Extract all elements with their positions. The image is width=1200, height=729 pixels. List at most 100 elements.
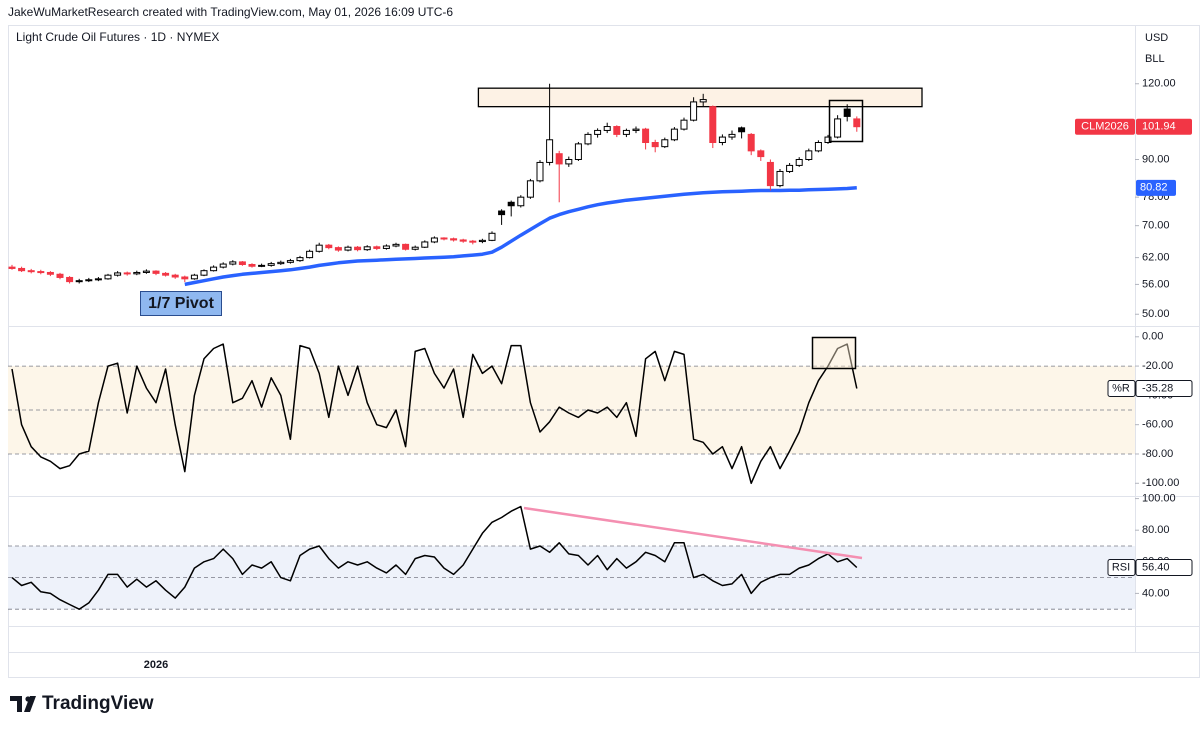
candle-body (478, 239, 486, 243)
candle-body (344, 246, 352, 251)
candle-body (843, 108, 851, 117)
moving-average (184, 186, 857, 287)
candle-body (66, 276, 74, 283)
candle-body (373, 246, 381, 249)
y-tick-label: 0.00 (1142, 331, 1163, 343)
candle-body (709, 106, 717, 144)
candle-body (440, 237, 448, 240)
candle-body (834, 118, 842, 138)
highlight-box (828, 99, 864, 143)
y-tick-label: 62.00 (1142, 252, 1170, 264)
candle-body (133, 271, 141, 275)
candle-body (229, 261, 237, 265)
candle-body (104, 274, 112, 280)
candle-body (786, 164, 794, 172)
candle-body (642, 128, 650, 144)
candle-body (421, 241, 429, 248)
candle-body (286, 260, 294, 263)
last-price-box (1136, 118, 1192, 135)
candle-body (670, 128, 678, 141)
candle-body (37, 271, 45, 274)
candle-body (354, 246, 362, 251)
candle-body (853, 118, 861, 128)
y-tick-label: 50.00 (1142, 308, 1170, 320)
plot: 50.0056.0062.0070.0078.0090.00120.002026… (8, 78, 1193, 671)
candle-body (517, 196, 525, 207)
candle-body (85, 279, 93, 282)
candle-body (306, 250, 314, 259)
candle-body (565, 158, 573, 165)
candle-body (75, 280, 83, 283)
y-tick-label: -20.00 (1142, 360, 1173, 372)
candle-body (325, 244, 333, 249)
last-price-tag (1075, 118, 1135, 135)
unit: BLL (1145, 53, 1165, 65)
resistance-zone (477, 87, 923, 108)
last-price: 101.94 (1142, 121, 1176, 133)
candle-body (805, 150, 813, 160)
candle-body (123, 272, 131, 275)
candle-body (315, 244, 323, 252)
candle-body (450, 238, 458, 241)
candle-body (190, 274, 198, 280)
candle-body (488, 232, 496, 241)
candle-body (699, 99, 707, 103)
candle-body (162, 272, 170, 276)
indicator-line (11, 343, 858, 485)
candle-body (46, 271, 54, 275)
candle-body (114, 272, 122, 276)
candle-body (690, 101, 698, 121)
candle-body (546, 139, 554, 163)
candle-body (334, 247, 342, 251)
candle-body (363, 246, 371, 251)
candle-body (824, 136, 832, 144)
indicator-value-box (1135, 379, 1193, 397)
candle-body (613, 126, 621, 135)
candle-body (632, 128, 640, 131)
candle-body (152, 270, 160, 274)
logo-dot (25, 696, 31, 702)
candle-body (507, 201, 515, 207)
ma-value-box (1136, 179, 1176, 196)
symbol-label: CLM2026 (1081, 121, 1129, 133)
candle-body (594, 129, 602, 135)
candle-body (776, 170, 784, 187)
candle-body (258, 264, 266, 267)
candle-body (622, 129, 630, 135)
candle-body (382, 245, 390, 249)
candle-body (738, 127, 746, 133)
pivot-label: 1/7 Pivot (148, 295, 214, 312)
candle-body (651, 142, 659, 148)
candle-body (296, 257, 304, 262)
candle-body (210, 266, 218, 272)
candle-body (680, 119, 688, 130)
candle-body (795, 158, 803, 166)
candle-body (430, 237, 438, 243)
candle-body (27, 270, 35, 273)
candle-body (814, 142, 822, 152)
indicator-value-box (1135, 558, 1193, 576)
indicator-line (11, 505, 858, 610)
y-tick-label: 40.00 (1142, 587, 1170, 599)
indicator-name: RSI (1112, 561, 1130, 573)
candle-body (555, 153, 563, 165)
candle-body (603, 126, 611, 131)
candle-body (536, 161, 544, 182)
candle-body (171, 274, 179, 278)
candle-body (574, 143, 582, 160)
y-tick-label: 100.00 (1142, 492, 1176, 504)
candle-body (526, 180, 534, 198)
y-tick-label: 56.00 (1142, 278, 1170, 290)
y-tick-label: 90.00 (1142, 153, 1170, 165)
indicator-name-box (1107, 379, 1136, 397)
indicator-value: 56.40 (1142, 561, 1170, 573)
candle-body (766, 161, 774, 187)
highlight-box (811, 336, 857, 370)
candle-body (181, 276, 189, 280)
ma-value: 80.82 (1140, 182, 1168, 194)
y-tick-label: -60.00 (1142, 419, 1173, 431)
y-tick-label: 70.00 (1142, 220, 1170, 232)
